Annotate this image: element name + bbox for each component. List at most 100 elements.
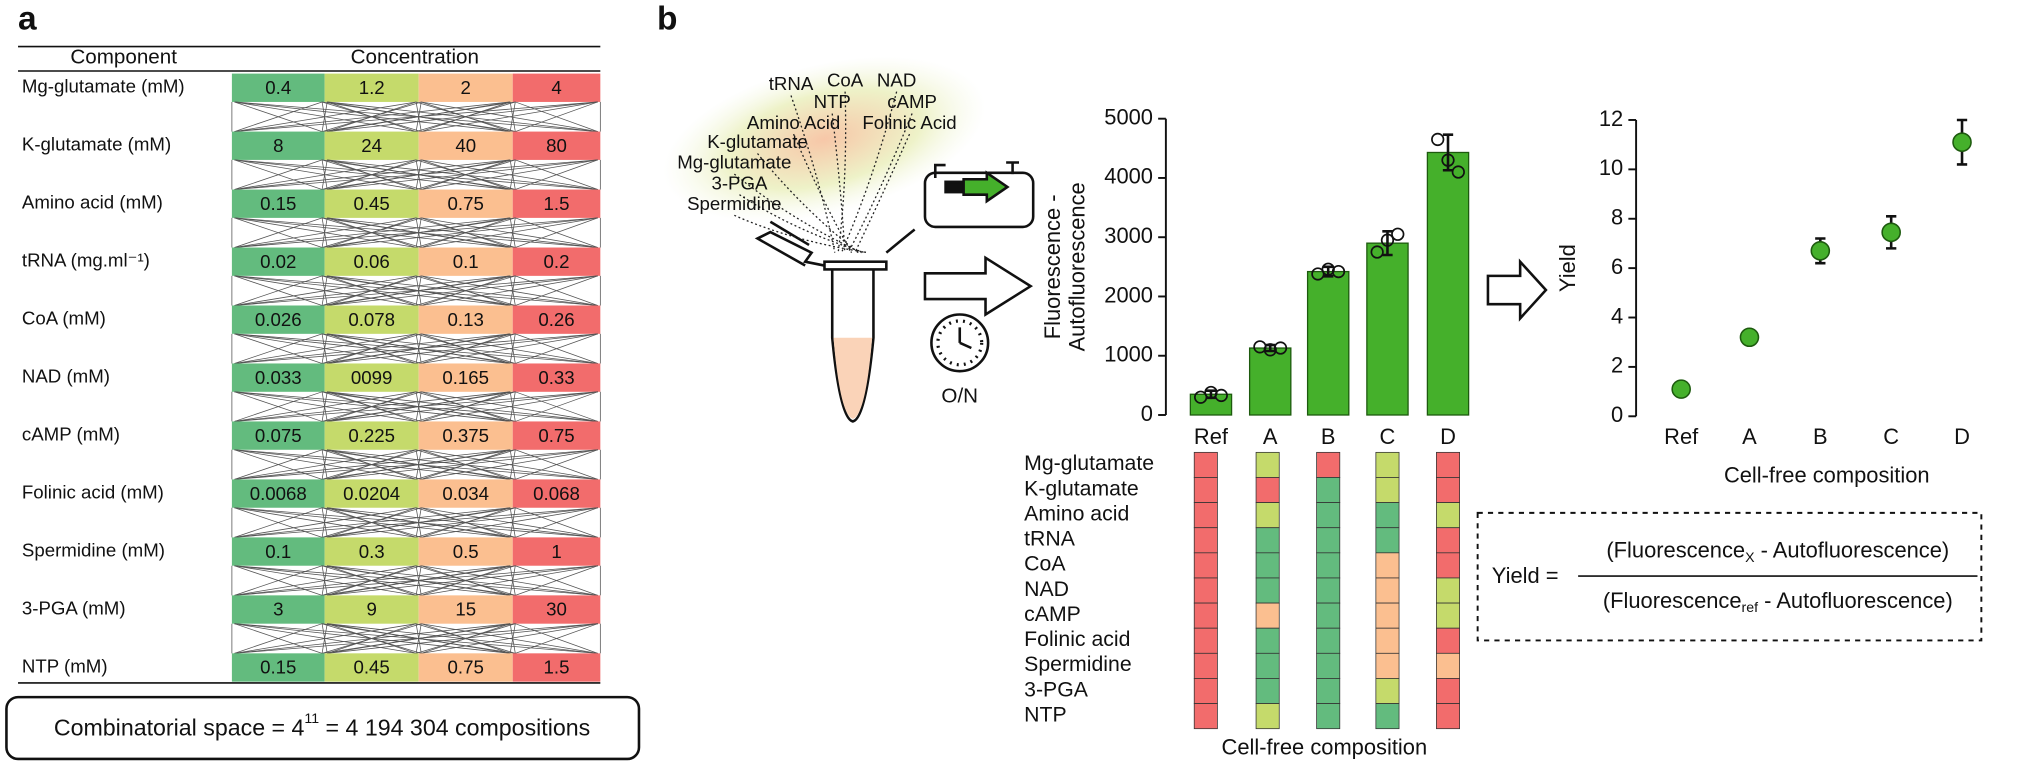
point bbox=[1739, 327, 1760, 348]
combination-line bbox=[515, 507, 598, 538]
composition-cell bbox=[1436, 602, 1460, 629]
combination-line bbox=[421, 449, 598, 480]
reagent-label: K-glutamate bbox=[707, 131, 808, 152]
concentration-cell bbox=[231, 595, 325, 624]
concentration-cell bbox=[231, 73, 325, 102]
combination-line bbox=[234, 275, 417, 306]
combination-line bbox=[509, 507, 516, 538]
x-tick-label: D bbox=[1954, 424, 1970, 449]
concentration-cell bbox=[512, 421, 601, 450]
composition-cell bbox=[1255, 678, 1280, 704]
reagent-arrow bbox=[831, 113, 846, 253]
y-axis-label-line: Autofluorescence bbox=[1064, 182, 1089, 351]
replicate-point bbox=[1331, 264, 1346, 279]
component-name: tRNA (mg.ml⁻¹) bbox=[22, 250, 150, 271]
combination-line bbox=[327, 275, 598, 306]
panel-label: a bbox=[18, 1, 37, 38]
y-tick-label: 4 bbox=[1611, 303, 1623, 328]
concentration-cell bbox=[231, 653, 325, 682]
reagent-arrow bbox=[847, 113, 913, 253]
text-part: (Fluorescence bbox=[1603, 588, 1742, 613]
composition-cell bbox=[1375, 652, 1400, 679]
reagent-arrow bbox=[854, 133, 911, 253]
composition-cell bbox=[1255, 703, 1280, 730]
combination-line bbox=[421, 275, 598, 306]
composition-cell bbox=[1316, 527, 1341, 554]
concentration-value: 0.15 bbox=[260, 193, 296, 214]
replicate-point bbox=[1431, 132, 1445, 147]
concentration-cell bbox=[418, 537, 513, 566]
concentration-cell bbox=[231, 479, 325, 508]
concentration-value: 1 bbox=[551, 541, 561, 562]
component-name: NTP (mM) bbox=[22, 655, 108, 676]
concentration-value: 0.075 bbox=[255, 425, 302, 446]
reagent-label: cAMP bbox=[887, 91, 937, 112]
combination-line bbox=[234, 333, 598, 364]
combination-line bbox=[509, 217, 516, 248]
composition-cell bbox=[1436, 652, 1460, 679]
reagent-label: tRNA bbox=[769, 73, 814, 94]
composition-row-label: cAMP bbox=[1024, 602, 1081, 626]
concentration-cell bbox=[418, 421, 513, 450]
combination-line bbox=[234, 507, 598, 538]
combination-line bbox=[327, 565, 598, 596]
reagent-label: Amino Acid bbox=[747, 112, 840, 133]
combination-line bbox=[234, 565, 511, 596]
concentration-value: 80 bbox=[546, 135, 567, 156]
component-name: K-glutamate (mM) bbox=[22, 134, 171, 155]
composition-cell bbox=[1316, 451, 1341, 478]
composition-row-label: K-glutamate bbox=[1024, 476, 1139, 500]
concentration-cell bbox=[324, 73, 419, 102]
composition-cell bbox=[1375, 627, 1400, 654]
composition-cell bbox=[1375, 678, 1400, 704]
composition-cell bbox=[1436, 451, 1460, 478]
combination-line bbox=[234, 333, 511, 364]
composition-row-label: Amino acid bbox=[1024, 501, 1129, 525]
formula-lhs: Yield = bbox=[1492, 563, 1559, 588]
composition-cell bbox=[1316, 502, 1341, 529]
composition-cell bbox=[1193, 703, 1218, 730]
composition-cell bbox=[1255, 577, 1280, 604]
combination-line bbox=[515, 101, 598, 132]
concentration-value: 0.078 bbox=[348, 309, 395, 330]
concentration-cell bbox=[231, 305, 325, 334]
composition-cell bbox=[1255, 451, 1280, 478]
concentration-cell bbox=[324, 305, 419, 334]
y-tick-label: 0 bbox=[1141, 401, 1153, 426]
combination-line bbox=[234, 565, 598, 596]
concentration-cell bbox=[418, 131, 513, 160]
point bbox=[1671, 379, 1691, 399]
concentration-cell bbox=[512, 653, 601, 682]
replicate-point bbox=[1263, 343, 1277, 357]
combination-line bbox=[327, 159, 598, 190]
replicate-point bbox=[1391, 227, 1405, 241]
y-tick-label: 4000 bbox=[1104, 164, 1153, 189]
composition-cell bbox=[1255, 527, 1280, 554]
combination-line bbox=[234, 449, 323, 480]
composition-cell bbox=[1255, 552, 1280, 579]
combination-line bbox=[234, 101, 417, 132]
concentration-value: 0.26 bbox=[538, 309, 574, 330]
error-bar bbox=[1382, 230, 1393, 257]
arrow bbox=[923, 255, 1034, 317]
composition-cell bbox=[1193, 602, 1218, 629]
formula-numerator: (FluorescenceX - Autofluorescence) bbox=[1606, 537, 1949, 565]
concentration-value: 24 bbox=[361, 135, 382, 156]
panel-label: b bbox=[657, 1, 677, 38]
combination-line bbox=[421, 159, 598, 190]
concentration-cell bbox=[512, 73, 601, 102]
composition-cell bbox=[1436, 577, 1460, 604]
x-tick-label: D bbox=[1440, 424, 1456, 449]
concentration-value: 0.4 bbox=[265, 77, 291, 98]
combination-line bbox=[234, 217, 598, 248]
combination-line bbox=[234, 159, 323, 190]
composition-row-label: tRNA bbox=[1024, 527, 1076, 551]
combination-line bbox=[509, 449, 516, 480]
concentration-cell bbox=[418, 479, 513, 508]
bar bbox=[1426, 151, 1470, 416]
combination-line bbox=[234, 159, 417, 190]
concentration-cell bbox=[231, 363, 325, 392]
concentration-cell bbox=[418, 305, 513, 334]
composition-cell bbox=[1193, 652, 1218, 679]
concentration-cell bbox=[231, 131, 325, 160]
